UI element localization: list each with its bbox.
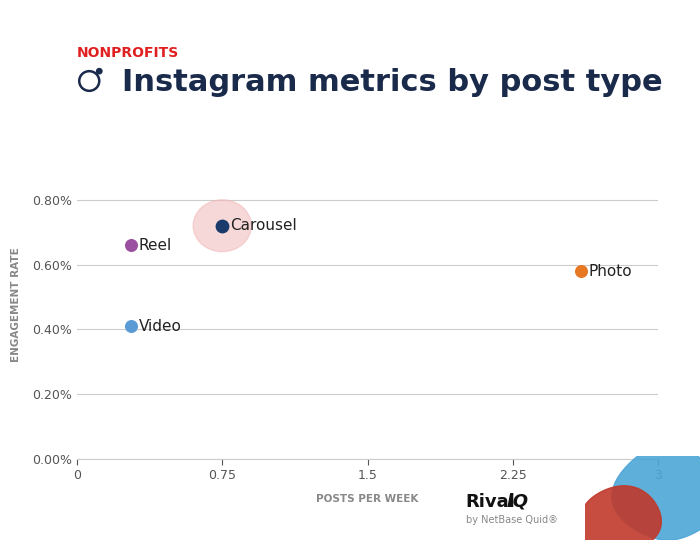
Polygon shape xyxy=(612,443,700,540)
Y-axis label: ENGAGEMENT RATE: ENGAGEMENT RATE xyxy=(11,248,21,362)
Point xyxy=(125,241,136,249)
Text: Instagram metrics by post type: Instagram metrics by post type xyxy=(122,68,663,97)
Point xyxy=(575,267,586,275)
Text: Photo: Photo xyxy=(588,264,632,279)
X-axis label: POSTS PER WEEK: POSTS PER WEEK xyxy=(316,494,419,503)
Text: Video: Video xyxy=(139,319,182,334)
Text: Carousel: Carousel xyxy=(230,218,297,233)
Point xyxy=(125,322,136,330)
Text: IQ: IQ xyxy=(507,492,528,510)
Text: Reel: Reel xyxy=(139,238,172,253)
Circle shape xyxy=(97,69,102,74)
Text: Rival: Rival xyxy=(466,492,515,510)
Polygon shape xyxy=(580,486,662,540)
Point xyxy=(217,221,228,230)
Text: by NetBase Quid®: by NetBase Quid® xyxy=(466,515,557,525)
Text: NONPROFITS: NONPROFITS xyxy=(77,46,179,60)
Ellipse shape xyxy=(193,200,251,252)
